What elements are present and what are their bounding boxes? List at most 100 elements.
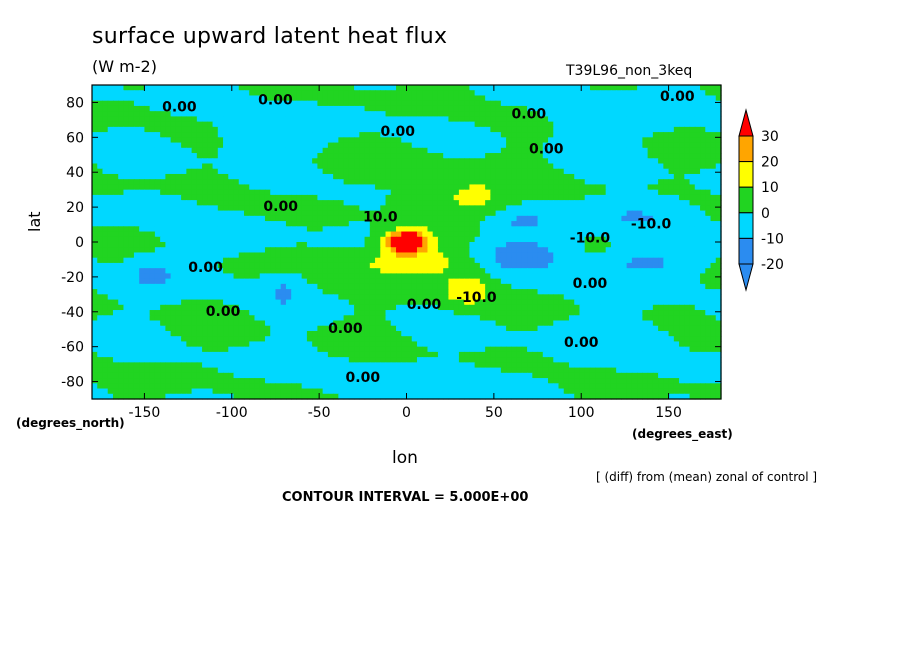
heatmap-cell xyxy=(333,168,339,175)
heatmap-cell xyxy=(144,121,151,128)
heatmap-cell xyxy=(553,226,560,233)
heatmap-cell xyxy=(385,242,392,248)
heatmap-cell xyxy=(584,132,591,138)
heatmap-cell xyxy=(118,205,125,212)
heatmap-cell xyxy=(422,226,429,233)
heatmap-cell xyxy=(479,289,486,295)
heatmap-cell xyxy=(532,268,539,274)
heatmap-cell xyxy=(275,299,282,306)
heatmap-cell xyxy=(610,163,617,170)
heatmap-cell xyxy=(495,194,502,201)
heatmap-cell xyxy=(427,137,434,144)
heatmap-cell xyxy=(186,158,193,165)
heatmap-cell xyxy=(710,85,717,91)
heatmap-cell xyxy=(589,268,596,274)
heatmap-cell xyxy=(154,111,161,117)
heatmap-cell xyxy=(170,105,177,112)
heatmap-cell xyxy=(542,189,549,196)
heatmap-cell xyxy=(668,132,675,138)
heatmap-cell xyxy=(249,184,256,191)
heatmap-cell xyxy=(118,121,125,128)
heatmap-cell xyxy=(511,242,518,248)
heatmap-cell xyxy=(616,90,623,97)
heatmap-cell xyxy=(223,205,229,212)
heatmap-cell xyxy=(238,299,245,306)
heatmap-cell xyxy=(647,121,654,128)
heatmap-cell xyxy=(202,90,208,97)
heatmap-cell xyxy=(705,121,712,128)
heatmap-cell xyxy=(485,257,491,264)
heatmap-cell xyxy=(186,137,193,144)
heatmap-cell xyxy=(673,278,680,285)
heatmap-cell xyxy=(354,90,360,97)
heatmap-cell xyxy=(186,226,193,233)
heatmap-cell xyxy=(181,132,187,138)
heatmap-cell xyxy=(631,226,638,233)
heatmap-cell xyxy=(333,163,339,170)
heatmap-cell xyxy=(663,173,670,180)
heatmap-cell xyxy=(710,168,717,175)
heatmap-cell xyxy=(490,137,497,144)
heatmap-cell xyxy=(568,158,575,165)
heatmap-cell xyxy=(364,90,371,97)
heatmap-cell xyxy=(133,205,140,212)
heatmap-cell xyxy=(280,132,287,138)
heatmap-cell xyxy=(228,299,235,306)
heatmap-cell xyxy=(652,252,659,259)
heatmap-cell xyxy=(553,215,560,222)
heatmap-cell xyxy=(605,95,612,102)
heatmap-cell xyxy=(443,126,450,133)
heatmap-cell xyxy=(527,105,533,112)
heatmap-cell xyxy=(637,184,643,191)
heatmap-cell xyxy=(306,132,313,138)
heatmap-cell xyxy=(102,85,109,91)
heatmap-cell xyxy=(92,299,98,306)
heatmap-cell xyxy=(348,85,355,91)
heatmap-cell xyxy=(181,168,187,175)
heatmap-cell xyxy=(500,252,507,259)
heatmap-cell xyxy=(553,283,560,290)
heatmap-cell xyxy=(380,111,387,117)
heatmap-cell xyxy=(521,121,528,128)
heatmap-cell xyxy=(642,257,649,264)
heatmap-cell xyxy=(558,126,565,133)
heatmap-cell xyxy=(369,221,376,227)
heatmap-cell xyxy=(364,194,371,201)
heatmap-cell xyxy=(291,289,298,295)
heatmap-cell xyxy=(390,257,397,264)
heatmap-cell xyxy=(181,189,187,196)
heatmap-cell xyxy=(128,90,135,97)
heatmap-cell xyxy=(458,268,465,274)
heatmap-cell xyxy=(411,189,418,196)
heatmap-cell xyxy=(684,215,691,222)
heatmap-cell xyxy=(600,294,607,301)
heatmap-cell xyxy=(647,257,654,264)
heatmap-cell xyxy=(212,90,219,97)
heatmap-cell xyxy=(479,252,486,259)
heatmap-cell xyxy=(385,142,392,149)
heatmap-cell xyxy=(333,116,339,123)
heatmap-cell xyxy=(705,111,712,117)
heatmap-cell xyxy=(191,137,198,144)
heatmap-cell xyxy=(521,85,528,91)
heatmap-cell xyxy=(406,90,413,97)
heatmap-cell xyxy=(548,137,554,144)
heatmap-cell xyxy=(285,247,292,254)
heatmap-cell xyxy=(647,273,654,280)
heatmap-cell xyxy=(149,252,156,259)
heatmap-cell xyxy=(369,105,376,112)
heatmap-cell xyxy=(684,283,691,290)
heatmap-cell xyxy=(527,168,533,175)
heatmap-cell xyxy=(175,231,182,238)
heatmap-cell xyxy=(584,268,591,274)
heatmap-cell xyxy=(616,221,623,227)
heatmap-cell xyxy=(270,95,277,102)
heatmap-cell xyxy=(380,189,387,196)
heatmap-cell xyxy=(92,126,98,133)
heatmap-cell xyxy=(301,147,308,154)
heatmap-cell xyxy=(107,215,114,222)
heatmap-cell xyxy=(495,90,502,97)
heatmap-cell xyxy=(280,262,287,269)
heatmap-cell xyxy=(223,121,229,128)
heatmap-cell xyxy=(616,289,623,295)
